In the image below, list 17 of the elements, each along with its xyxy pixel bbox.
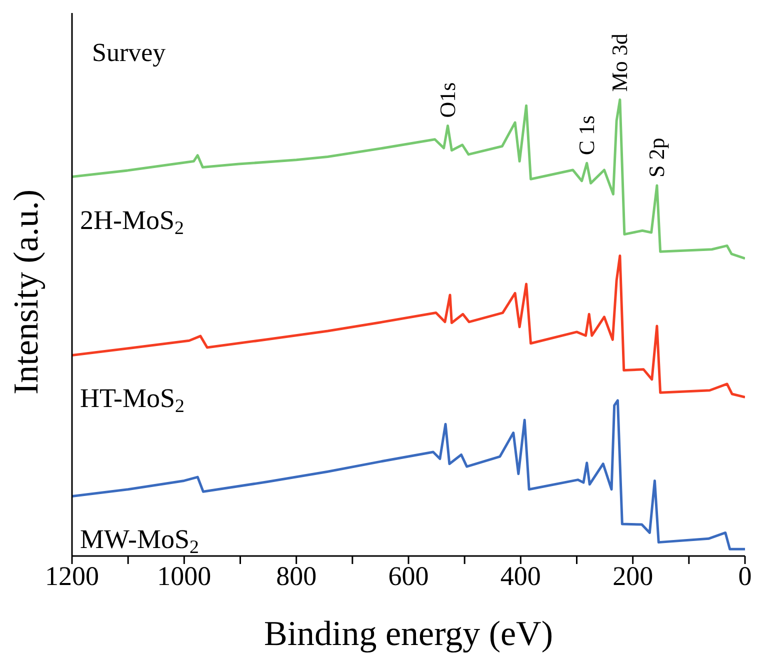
x-tick-label: 1000	[157, 561, 212, 592]
x-tick-label: 600	[388, 561, 429, 592]
series-label: 2H-MoS$_{2}$	[80, 204, 184, 239]
text: Survey	[92, 38, 166, 68]
annotation: C 1s	[574, 115, 599, 156]
x-axis-title: Binding energy (eV)	[264, 614, 554, 653]
series-label: HT-MoS$_{2}$	[80, 383, 184, 417]
annotation: S 2p	[644, 138, 669, 178]
x-tick-label: 1200	[45, 561, 99, 592]
x-tick-label: 0	[738, 561, 752, 592]
annotation: Mo 3d	[606, 34, 632, 92]
x-tick-label: 200	[612, 561, 654, 592]
x-tick-label: 400	[500, 561, 541, 592]
y-axis-title: Intensity (a.u.)	[6, 189, 46, 394]
series-label: MW-MoS$_{2}$	[80, 524, 199, 558]
x-tick-label: 800	[276, 561, 317, 592]
annotation: O1s	[434, 82, 460, 118]
